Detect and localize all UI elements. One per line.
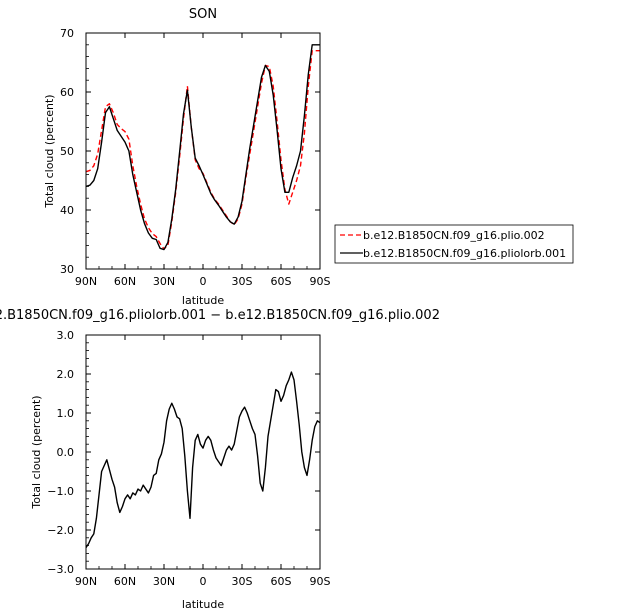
top-y-tick-label: 30 xyxy=(60,263,74,276)
bottom-x-tick-label: 0 xyxy=(200,575,207,588)
bottom-y-axis-label: Total cloud (percent) xyxy=(30,395,43,509)
top-x-tick-label: 60S xyxy=(271,275,292,288)
top-x-tick-label: 90S xyxy=(310,275,331,288)
bottom-x-tick-label: 60S xyxy=(271,575,292,588)
top-plot-area xyxy=(85,44,320,251)
top-x-axis-label: latitude xyxy=(182,294,224,307)
top-y-tick-label: 60 xyxy=(60,86,74,99)
bottom-panel: b.e12.B1850CN.f09_g16.pliolorb.001 − b.e… xyxy=(0,308,440,611)
bottom-y-tick-label: 1.0 xyxy=(57,407,75,420)
top-y-tick-label: 40 xyxy=(60,204,74,217)
bottom-series-line-1 xyxy=(85,371,321,548)
bottom-chart-title: b.e12.B1850CN.f09_g16.pliolorb.001 − b.e… xyxy=(0,308,440,323)
bottom-y-axis: −3.0 −2.0 −1.0 0.0 1.0 2.0 3.0 xyxy=(47,329,320,576)
legend-label-plio-002: b.e12.B1850CN.f09_g16.plio.002 xyxy=(363,229,545,242)
top-chart-title: SON xyxy=(189,7,217,22)
top-series-line-2 xyxy=(85,44,320,251)
top-y-tick-label: 50 xyxy=(60,145,74,158)
top-plot-frame xyxy=(85,32,321,270)
bottom-x-axis: 90N 60N 30N 0 30S 60S 90S xyxy=(75,335,331,588)
bottom-y-tick-label: 3.0 xyxy=(57,329,75,342)
top-y-axis-label: Total cloud (percent) xyxy=(43,94,56,208)
bottom-x-tick-label: 60N xyxy=(114,575,136,588)
bottom-x-axis-label: latitude xyxy=(182,598,224,611)
bottom-y-tick-label: 2.0 xyxy=(57,368,75,381)
top-x-tick-label: 0 xyxy=(200,275,207,288)
legend-box xyxy=(334,224,574,264)
top-x-tick-label: 30S xyxy=(232,275,253,288)
bottom-y-tick-label: −2.0 xyxy=(47,524,74,537)
bottom-y-tick-label: −3.0 xyxy=(47,563,74,576)
bottom-x-tick-label: 90N xyxy=(75,575,97,588)
top-x-tick-label: 90N xyxy=(75,275,97,288)
top-y-axis: 30 40 50 60 70 xyxy=(60,27,320,276)
top-y-tick-label: 70 xyxy=(60,27,74,40)
legend: b.e12.B1850CN.f09_g16.plio.002 b.e12.B18… xyxy=(334,224,574,264)
bottom-y-tick-label: 0.0 xyxy=(57,446,75,459)
top-series-line-1 xyxy=(85,50,320,250)
top-x-tick-label: 30N xyxy=(153,275,175,288)
top-x-tick-label: 60N xyxy=(114,275,136,288)
top-panel: SON 30 40 50 60 70 90N 60N 30N 0 30S 60S 90S Total… xyxy=(43,7,331,307)
bottom-y-tick-label: −1.0 xyxy=(47,485,74,498)
bottom-plot-area xyxy=(85,371,321,548)
top-x-axis: 90N 60N 30N 0 30S 60S 90S xyxy=(75,33,331,288)
bottom-x-tick-label: 30S xyxy=(232,575,253,588)
bottom-plot-frame xyxy=(85,334,321,570)
bottom-x-tick-label: 90S xyxy=(310,575,331,588)
bottom-x-tick-label: 30N xyxy=(153,575,175,588)
legend-label-pliolorb-001: b.e12.B1850CN.f09_g16.pliolorb.001 xyxy=(363,247,566,260)
